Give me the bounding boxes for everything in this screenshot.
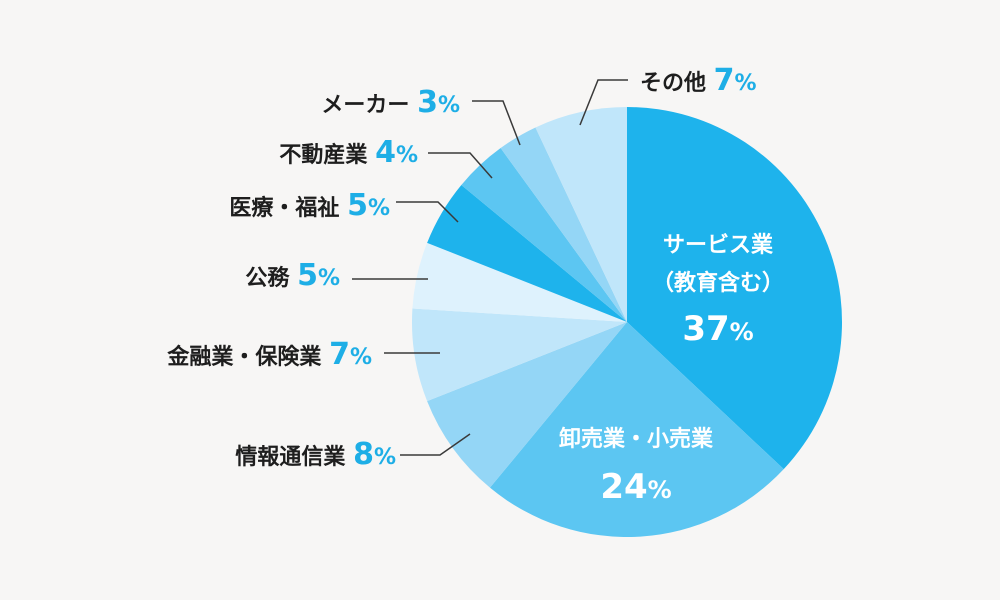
- leader-line-9: [579, 79, 628, 126]
- slice-label-4: 金融業・保険業 7%: [166, 337, 372, 372]
- slice-label-5: 公務 5%: [245, 258, 340, 293]
- slice-label-3: 情報通信業 8%: [235, 437, 396, 472]
- slice-label-6: 医療・福祉 5%: [229, 188, 390, 223]
- pie-slice-7: [461, 148, 627, 322]
- leader-line-7: [428, 152, 493, 179]
- leader-line-3: [400, 433, 471, 456]
- slice-label-name-1: サービス業: [663, 233, 774, 258]
- leader-lines: [352, 79, 628, 456]
- pie-slice-1: [627, 107, 843, 470]
- pie-slice-9: [535, 107, 627, 322]
- slice-label-value-1: 37%: [682, 309, 753, 349]
- slice-label-name2-1: （教育含む）: [652, 270, 784, 296]
- pie-slice-6: [427, 184, 627, 322]
- pie-slice-2: [489, 322, 784, 538]
- pie-slice-5: [412, 242, 627, 322]
- pie-slice-3: [427, 322, 627, 488]
- leader-line-6: [396, 201, 459, 223]
- slice-label-9: その他 7%: [640, 63, 757, 98]
- slice-label-value-2: 24%: [600, 467, 671, 507]
- slice-label-8: メーカー 3%: [321, 85, 460, 120]
- pie-slice-4: [411, 308, 627, 402]
- leader-line-8: [472, 100, 521, 146]
- pie-slice-8: [500, 127, 627, 323]
- slice-labels: サービス業 （教育含む） 37% 卸売業・小売業 24% 情報通信業 8% 金融業・保険業 …: [166, 63, 784, 507]
- slice-label-7: 不動産業 4%: [279, 135, 418, 170]
- pie-slices: [411, 107, 843, 538]
- slice-label-name-2: 卸売業・小売業: [559, 426, 714, 452]
